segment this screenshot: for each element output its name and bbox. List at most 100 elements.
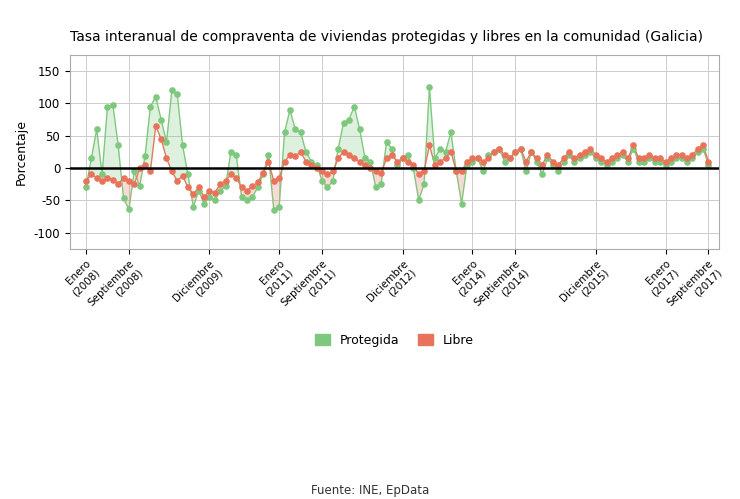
Point: [209, 189, 221, 197]
Point: [585, 145, 596, 153]
Point: [644, 154, 656, 162]
Point: [246, 182, 258, 190]
Point: [536, 171, 548, 179]
Point: [611, 154, 623, 162]
Point: [659, 158, 671, 166]
Point: [644, 151, 656, 159]
Y-axis label: Porcentaje: Porcentaje: [15, 119, 28, 185]
Point: [284, 106, 296, 114]
Point: [531, 158, 542, 166]
Point: [166, 86, 178, 94]
Point: [337, 148, 349, 156]
Point: [332, 145, 344, 153]
Point: [380, 138, 392, 146]
Point: [354, 158, 366, 166]
Point: [139, 152, 151, 160]
Point: [461, 161, 473, 169]
Point: [440, 148, 451, 156]
Point: [552, 167, 564, 175]
Point: [504, 154, 516, 162]
Point: [144, 103, 156, 111]
Point: [633, 154, 645, 162]
Point: [241, 187, 253, 195]
Point: [423, 83, 435, 91]
Point: [279, 158, 291, 166]
Point: [107, 101, 118, 109]
Point: [531, 154, 542, 162]
Point: [515, 145, 527, 153]
Point: [622, 154, 634, 162]
Point: [85, 171, 97, 179]
Point: [220, 182, 232, 190]
Point: [472, 154, 484, 162]
Point: [558, 154, 570, 162]
Point: [96, 171, 108, 179]
Point: [204, 187, 215, 195]
Point: [574, 154, 585, 162]
Point: [536, 161, 548, 169]
Point: [601, 161, 613, 169]
Point: [193, 184, 205, 192]
Point: [429, 154, 441, 162]
Point: [649, 158, 661, 166]
Point: [547, 161, 559, 169]
Point: [327, 177, 339, 185]
Point: [408, 161, 420, 169]
Point: [375, 169, 387, 177]
Point: [215, 187, 226, 195]
Point: [692, 148, 704, 156]
Point: [665, 158, 677, 166]
Point: [134, 182, 146, 190]
Point: [456, 200, 468, 208]
Point: [225, 148, 237, 156]
Point: [306, 161, 317, 169]
Point: [515, 145, 527, 153]
Point: [692, 145, 704, 153]
Point: [402, 151, 414, 159]
Point: [579, 151, 591, 159]
Point: [123, 206, 135, 214]
Point: [220, 177, 232, 185]
Point: [413, 171, 425, 179]
Point: [697, 141, 709, 149]
Point: [616, 151, 628, 159]
Point: [482, 154, 494, 162]
Point: [225, 171, 237, 179]
Point: [101, 103, 113, 111]
Point: [397, 154, 408, 162]
Point: [112, 141, 124, 149]
Point: [112, 180, 124, 188]
Point: [171, 177, 183, 185]
Point: [209, 197, 221, 205]
Point: [118, 174, 130, 182]
Point: [451, 167, 462, 175]
Point: [461, 158, 473, 166]
Point: [386, 145, 398, 153]
Point: [558, 158, 570, 166]
Point: [198, 200, 210, 208]
Point: [91, 174, 103, 182]
Point: [445, 128, 457, 136]
Point: [391, 161, 403, 169]
Point: [628, 145, 639, 153]
Point: [273, 174, 285, 182]
Point: [499, 158, 511, 166]
Point: [204, 193, 215, 201]
Point: [434, 158, 446, 166]
Point: [128, 167, 140, 175]
Point: [670, 151, 682, 159]
Point: [107, 176, 118, 184]
Legend: Protegida, Libre: Protegida, Libre: [310, 329, 480, 352]
Point: [494, 145, 505, 153]
Point: [149, 122, 161, 130]
Point: [258, 171, 269, 179]
Point: [187, 190, 199, 198]
Point: [177, 141, 189, 149]
Point: [595, 154, 607, 162]
Point: [440, 154, 451, 162]
Point: [494, 145, 505, 153]
Point: [166, 167, 178, 175]
Point: [236, 193, 248, 201]
Point: [702, 161, 714, 169]
Point: [628, 141, 639, 149]
